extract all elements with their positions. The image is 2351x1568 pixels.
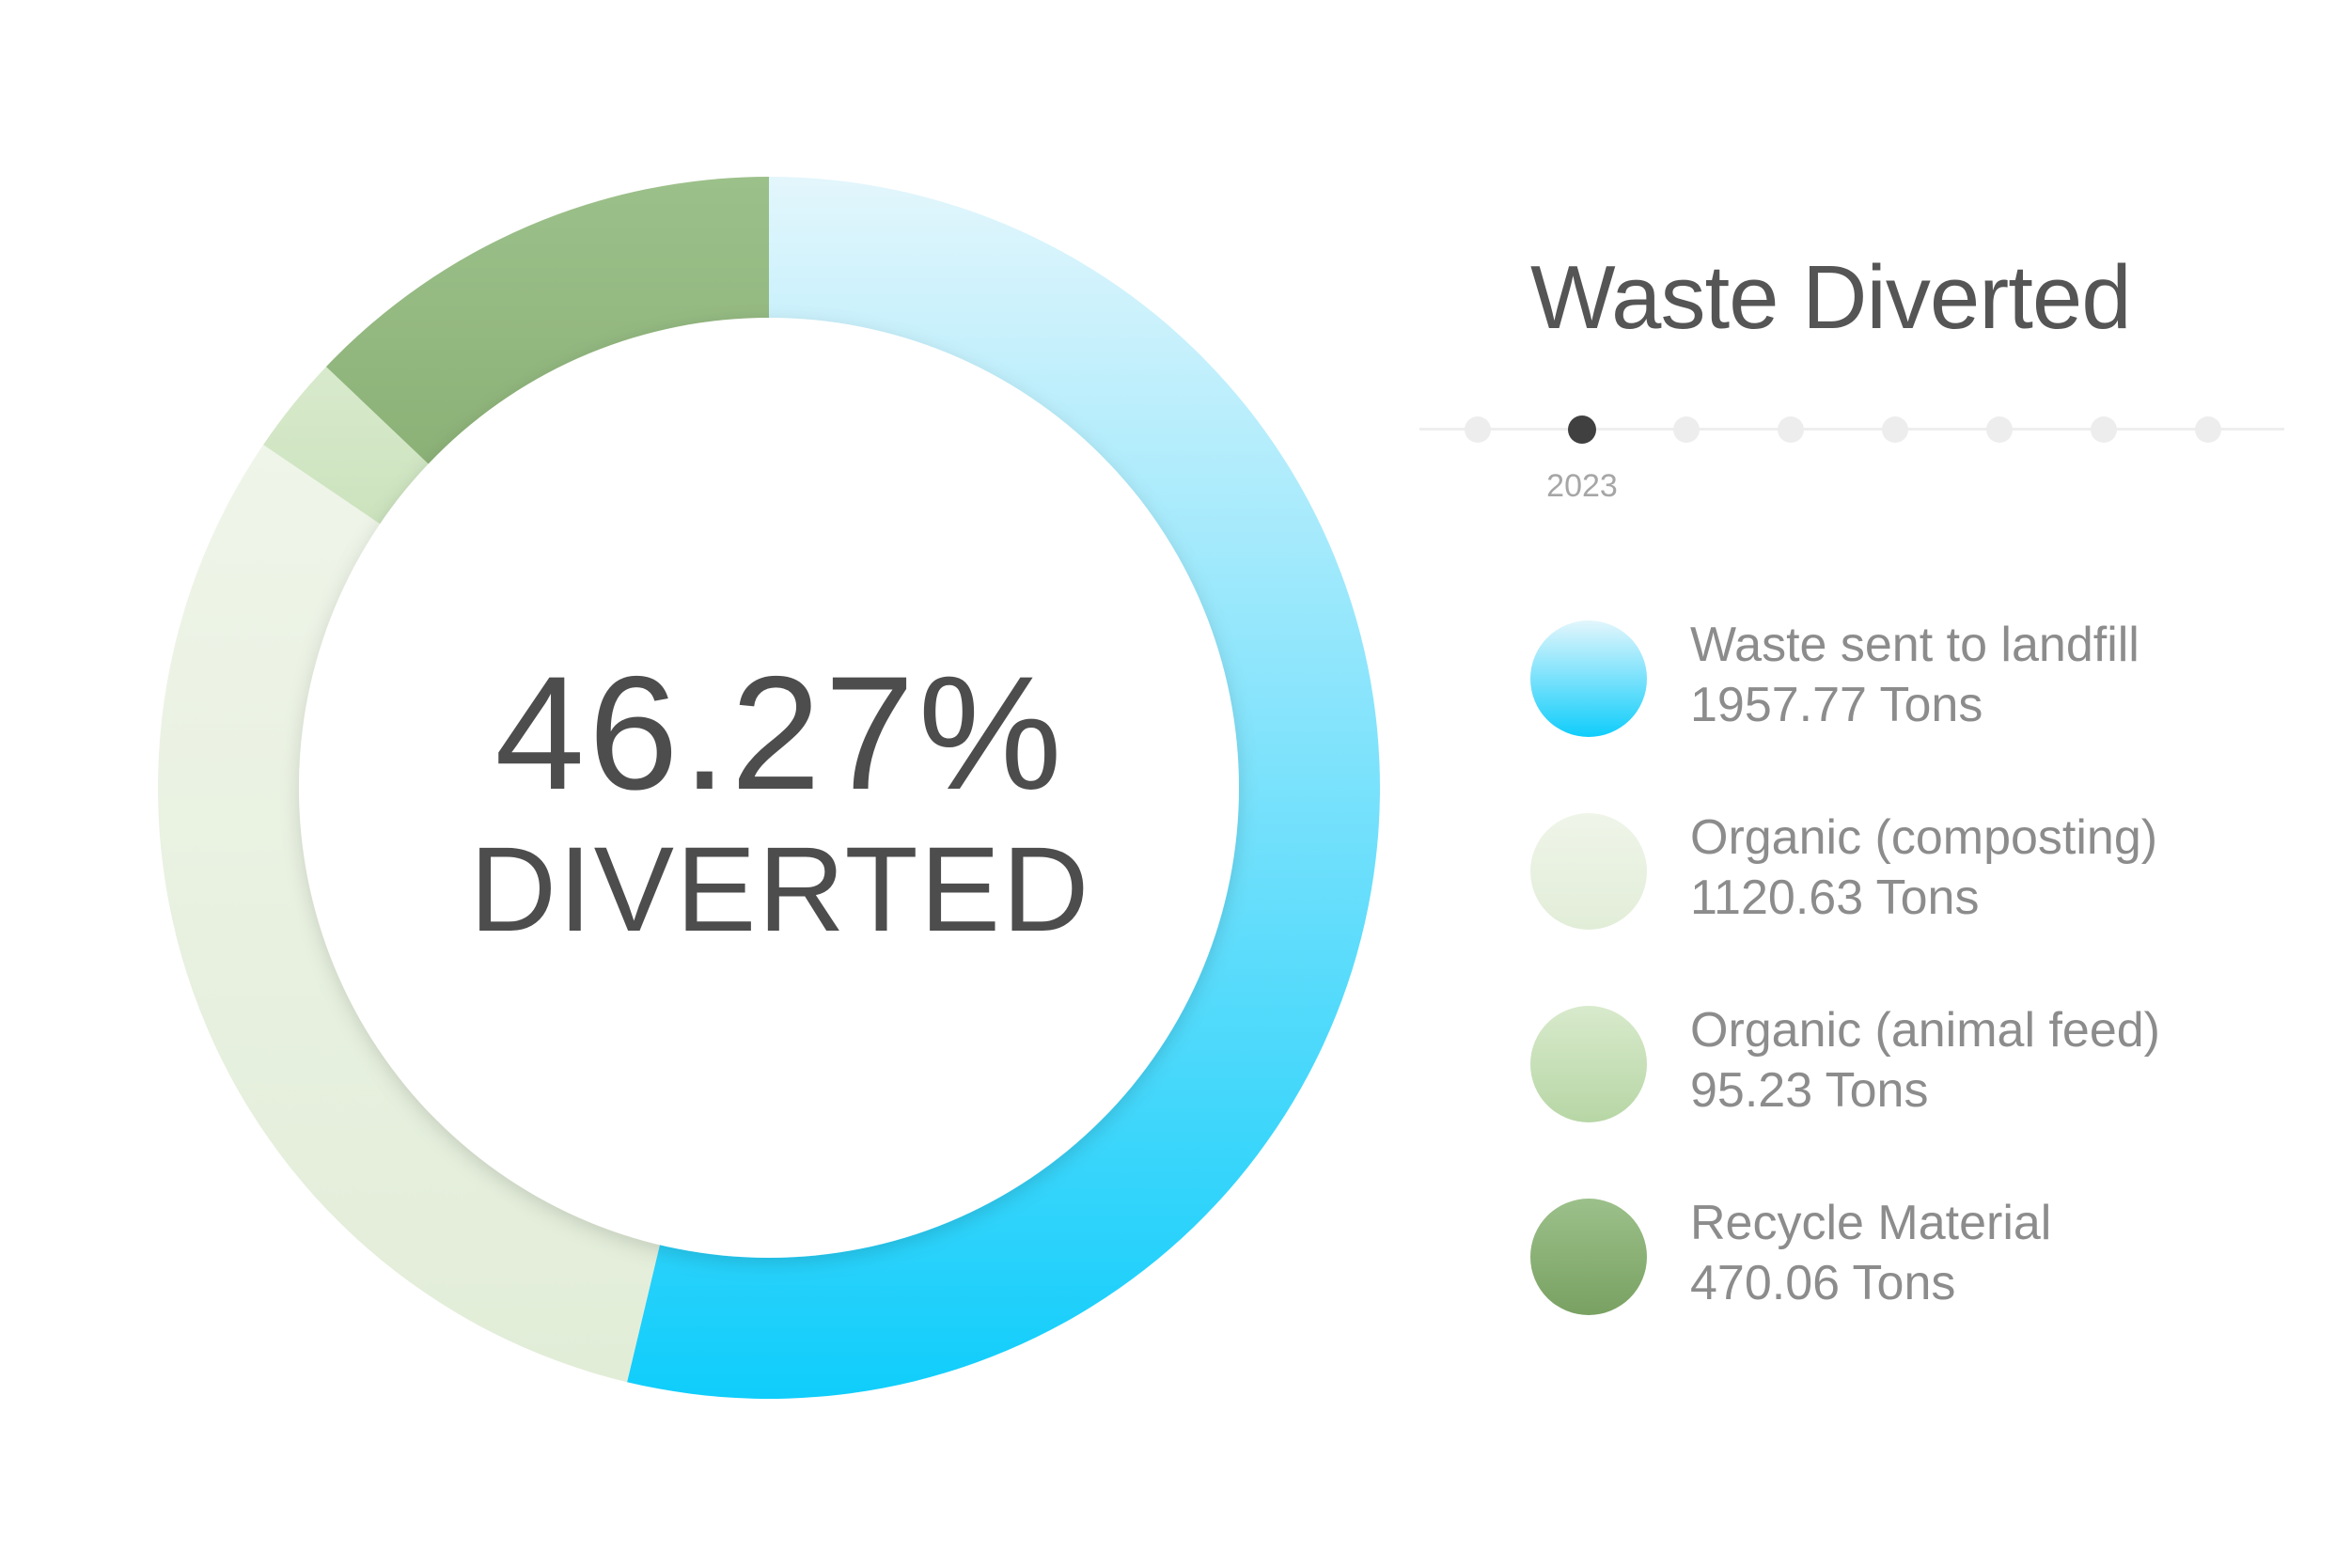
- timeline-dot[interactable]: [1778, 416, 1804, 443]
- timeline-track: [1419, 428, 2284, 431]
- legend-name: Waste sent to landfill: [1690, 618, 2139, 672]
- timeline-dot[interactable]: [1465, 416, 1491, 443]
- donut-chart: 46.27% DIVERTED: [157, 177, 1380, 1400]
- chart-title: Waste Diverted: [1530, 247, 2132, 348]
- legend-swatch-animal-feed: [1530, 1006, 1647, 1122]
- donut-center-disc: [299, 318, 1239, 1258]
- legend-name: Recycle Material: [1690, 1196, 2052, 1250]
- legend-name: Organic (composting): [1690, 810, 2158, 865]
- legend-swatch-recycle: [1530, 1199, 1647, 1315]
- timeline-dot[interactable]: [1673, 416, 1700, 443]
- timeline-dot-active[interactable]: [1568, 416, 1596, 444]
- legend-swatch-composting: [1530, 813, 1647, 930]
- legend-item-recycle: Recycle Material 470.06 Tons: [1530, 1196, 2245, 1321]
- timeline-dot[interactable]: [1986, 416, 2013, 443]
- timeline-dot[interactable]: [1882, 416, 1908, 443]
- legend-item-composting: Organic (composting) 1120.63 Tons: [1530, 810, 2245, 935]
- donut-chart-svg: [157, 177, 1380, 1400]
- legend-swatch-landfill: [1530, 620, 1647, 737]
- timeline-year-label: 2023: [1546, 468, 1618, 504]
- timeline-dot[interactable]: [2195, 416, 2221, 443]
- diverted-label: DIVERTED: [469, 823, 1091, 957]
- legend-value: 95.23 Tons: [1690, 1063, 1929, 1118]
- diverted-percentage: 46.27%: [494, 643, 1066, 823]
- legend-value: 470.06 Tons: [1690, 1256, 1956, 1310]
- legend-value: 1957.77 Tons: [1690, 678, 1983, 732]
- legend-name: Organic (animal feed): [1690, 1003, 2160, 1058]
- legend-value: 1120.63 Tons: [1690, 870, 1980, 925]
- center-summary: 46.27% DIVERTED: [320, 649, 1241, 961]
- timeline-dot[interactable]: [2091, 416, 2117, 443]
- legend-item-animal-feed: Organic (animal feed) 95.23 Tons: [1530, 1003, 2245, 1128]
- year-timeline: 2023: [1419, 395, 2284, 517]
- legend-item-landfill: Waste sent to landfill 1957.77 Tons: [1530, 618, 2245, 743]
